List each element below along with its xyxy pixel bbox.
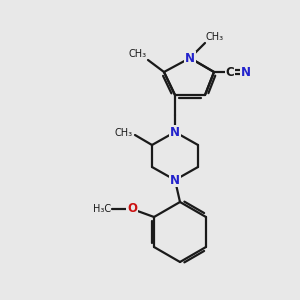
Text: N: N xyxy=(241,65,251,79)
Text: CH₃: CH₃ xyxy=(115,128,133,138)
Text: N: N xyxy=(170,173,180,187)
Text: N: N xyxy=(185,52,195,64)
Text: O: O xyxy=(127,202,137,215)
Text: H₃C: H₃C xyxy=(93,204,111,214)
Text: N: N xyxy=(170,125,180,139)
Text: CH₃: CH₃ xyxy=(129,49,147,59)
Text: C: C xyxy=(226,65,234,79)
Text: CH₃: CH₃ xyxy=(206,32,224,42)
